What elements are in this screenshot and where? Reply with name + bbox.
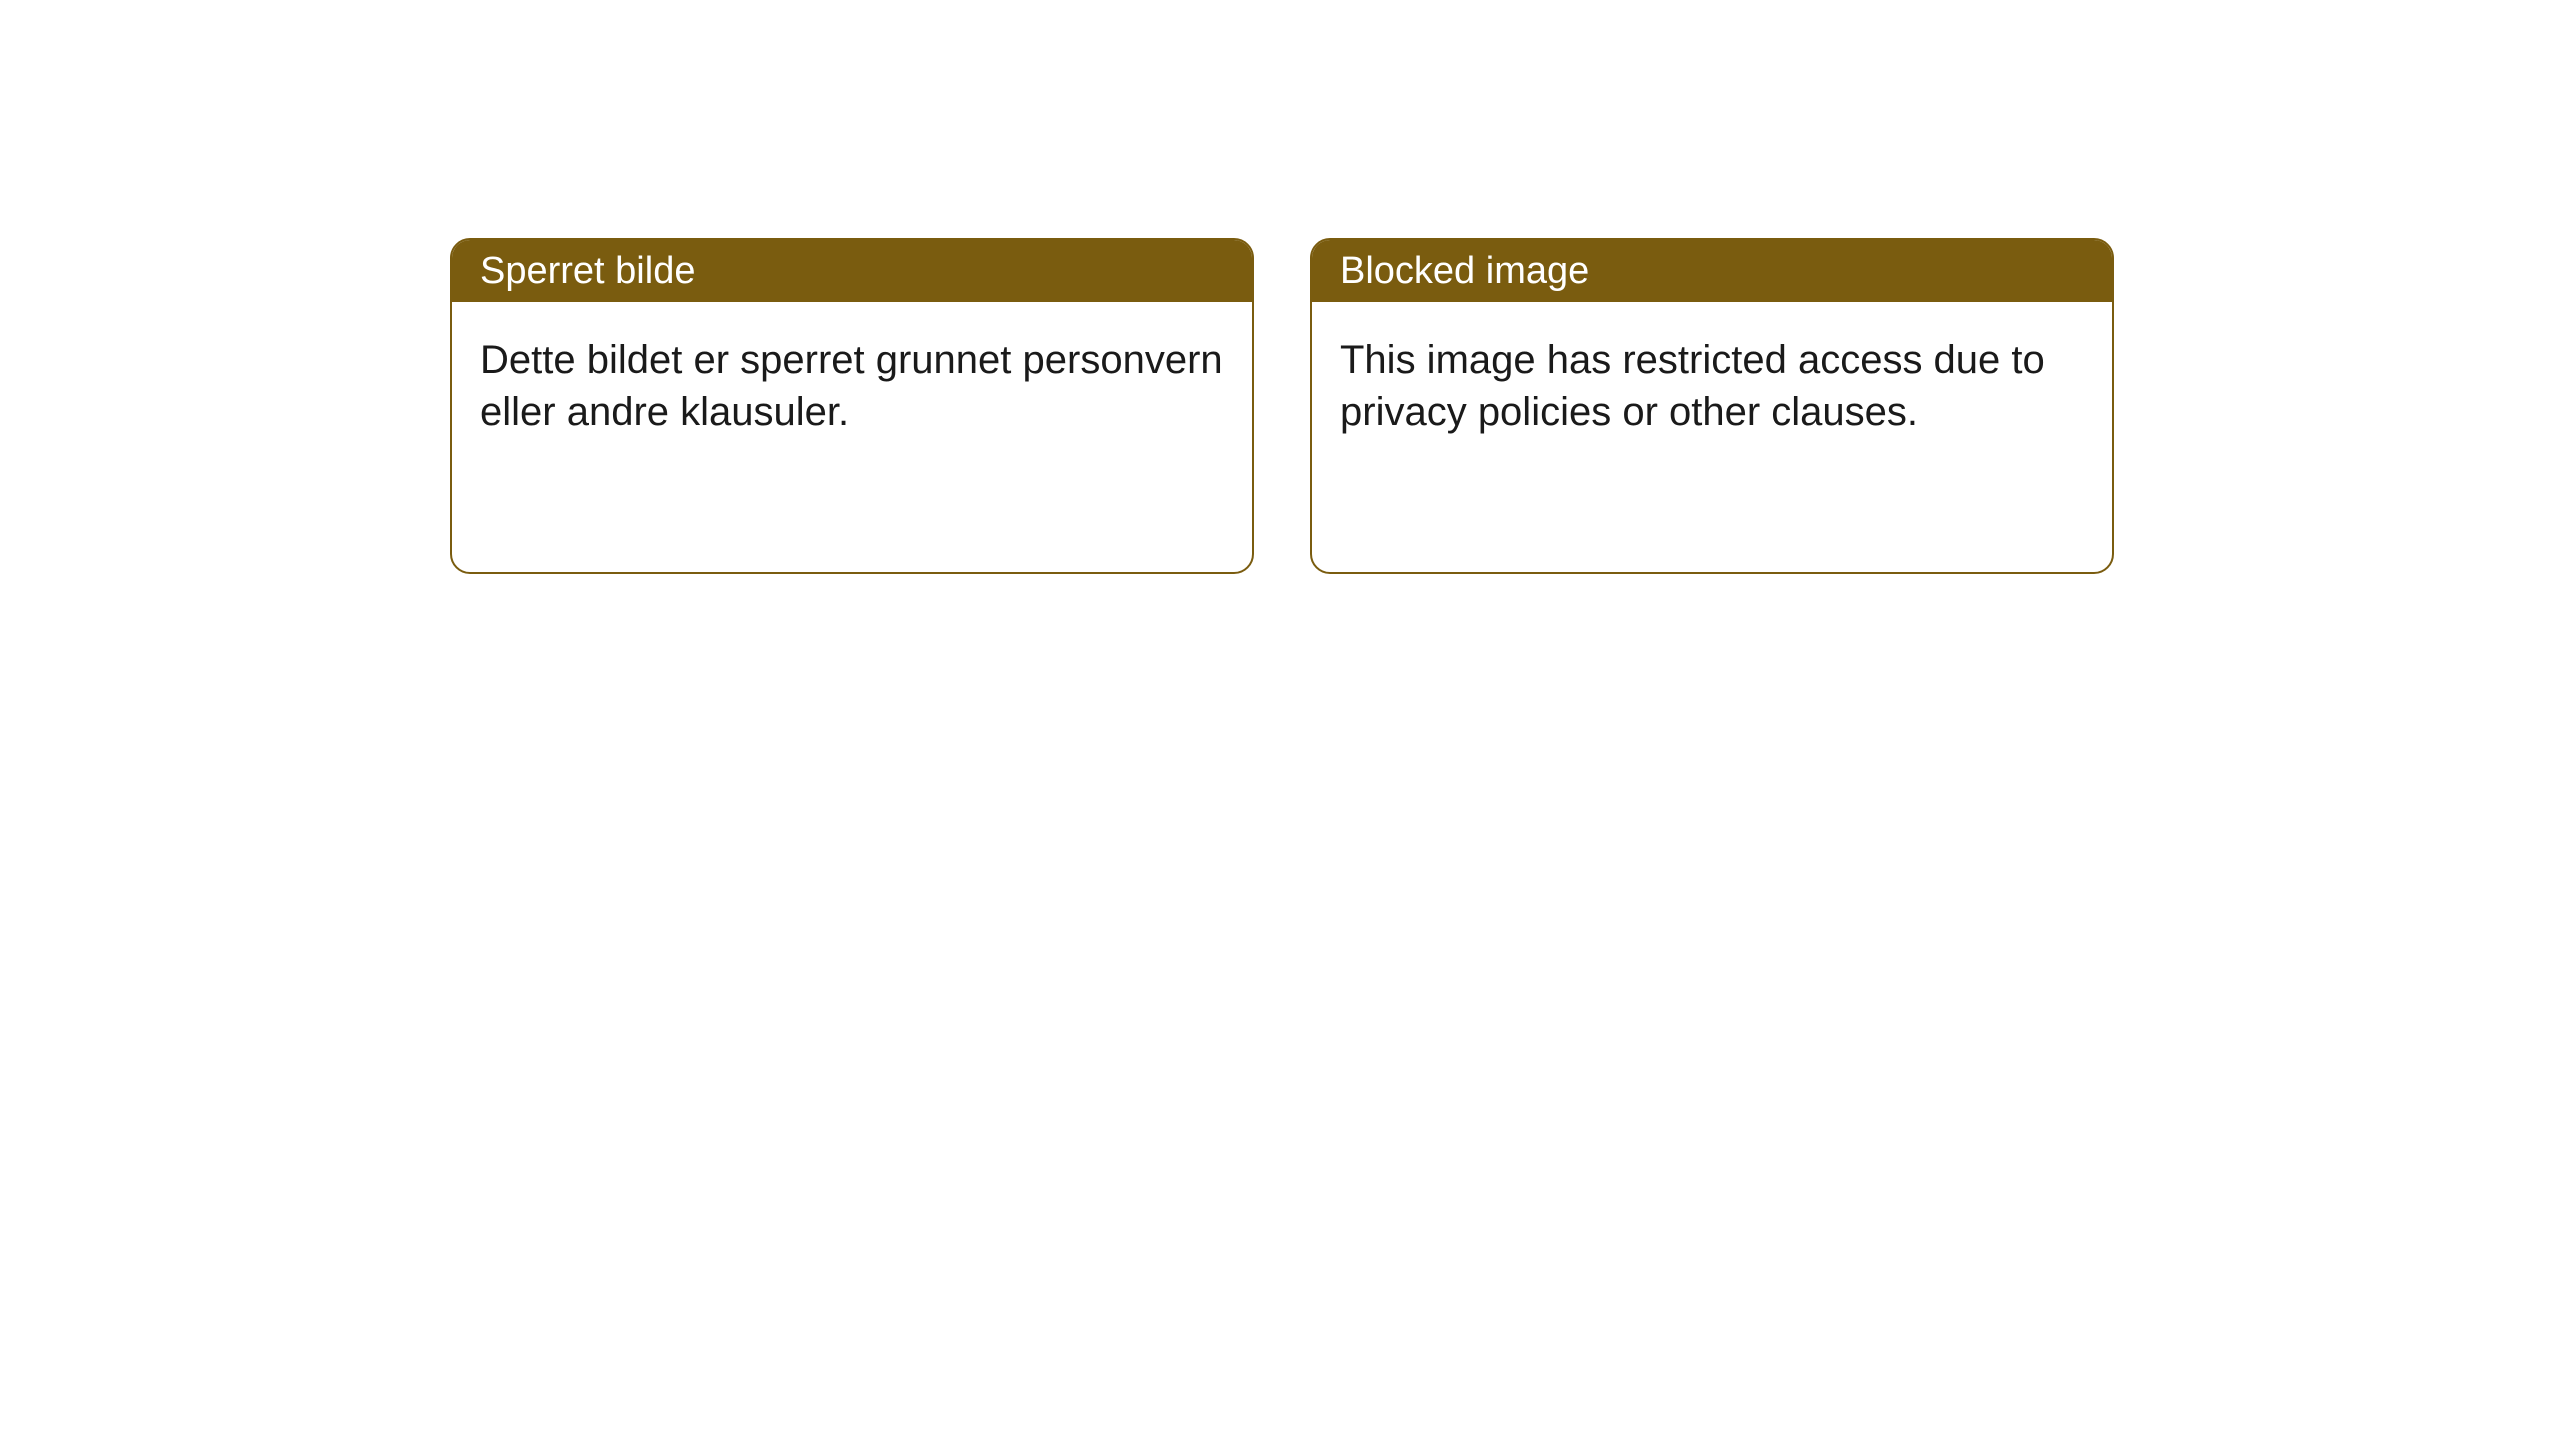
notice-body: Dette bildet er sperret grunnet personve… xyxy=(452,302,1252,470)
notice-card-english: Blocked image This image has restricted … xyxy=(1310,238,2114,574)
notice-title: Sperret bilde xyxy=(480,250,695,293)
notice-body: This image has restricted access due to … xyxy=(1312,302,2112,470)
notice-body-text: Dette bildet er sperret grunnet personve… xyxy=(480,338,1223,434)
notice-title: Blocked image xyxy=(1340,250,1589,293)
notice-card-norwegian: Sperret bilde Dette bildet er sperret gr… xyxy=(450,238,1254,574)
notice-header: Sperret bilde xyxy=(452,240,1252,302)
notice-body-text: This image has restricted access due to … xyxy=(1340,338,2045,434)
notices-container: Sperret bilde Dette bildet er sperret gr… xyxy=(450,238,2114,574)
notice-header: Blocked image xyxy=(1312,240,2112,302)
